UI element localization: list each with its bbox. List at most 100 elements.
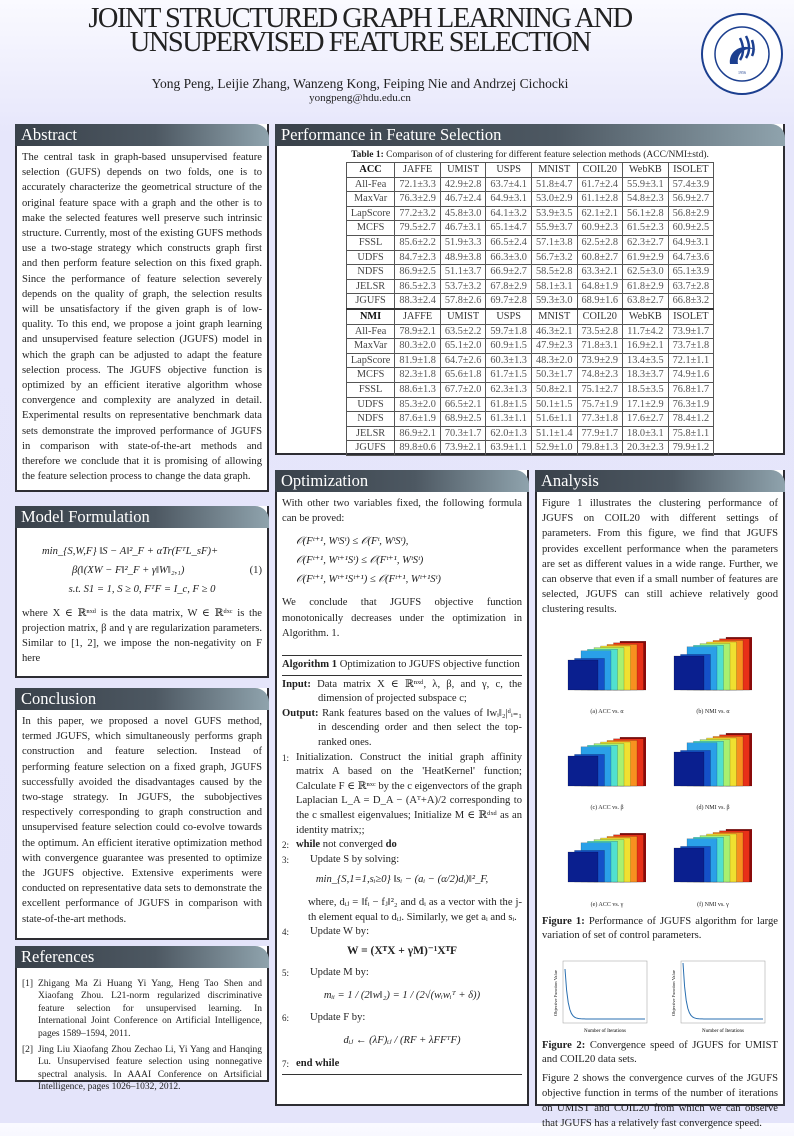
- table-caption: Table 1: Comparison of of clustering for…: [277, 150, 783, 160]
- table-cell: 20.3±2.3: [622, 440, 669, 456]
- optimization-intro: With other two variables fixed, the foll…: [282, 498, 522, 525]
- subfigure: (d) NMI vs. β: [660, 724, 766, 816]
- poster-header: JOINT STRUCTURED GRAPH LEARNING AND UNSUP…: [0, 0, 794, 112]
- bar-row: [567, 659, 599, 690]
- plot-frame: [680, 960, 766, 1024]
- column-header: JAFFE: [394, 162, 441, 178]
- table-cell: 85.6±2.2: [394, 234, 441, 251]
- figure-1: (a) ACC vs. α (b) NMI vs. α (c) ACC vs. β (…: [542, 628, 778, 913]
- bar-plot-3d: [567, 737, 651, 787]
- table-cell: 66.8±3.2: [667, 293, 715, 310]
- step-equation: W = (XᵀX + γM)⁻¹XᵀF: [346, 944, 458, 957]
- method-name: JELSR: [345, 278, 396, 295]
- title-line-2: UNSUPERVISED FEATURE SELECTION: [129, 26, 592, 58]
- table-cell: 86.9±2.1: [394, 425, 441, 442]
- reference-text: Zhigang Ma Zi Huang Yi Yang, Heng Tao Sh…: [38, 979, 262, 1039]
- table-cell: 46.3±2.1: [530, 323, 578, 340]
- step-text: Update M by:: [310, 967, 369, 979]
- table-cell: 56.1±2.8: [622, 205, 669, 222]
- table-cell: 46.7±3.1: [439, 220, 487, 236]
- table-cell: 61.1±2.8: [576, 191, 624, 207]
- keyword: do: [385, 839, 397, 851]
- table-cell: 62.5±3.0: [622, 264, 669, 280]
- method-name: All-Fea: [345, 176, 396, 193]
- equation-number: (1): [249, 565, 262, 577]
- table-cell: 60.8±2.7: [576, 249, 624, 266]
- table-cell: 53.7±3.2: [439, 278, 487, 295]
- inequality: 𝒪(Fᵗ⁺¹, Wᵗ⁺¹Sᵗ) ≤ 𝒪(Fᵗ⁺¹, WᵗSᵗ): [296, 555, 424, 567]
- objective-line-1: min_{S,W,F} ‖S − A‖²_F + αTr(FᵀL_sF)+: [42, 546, 219, 557]
- column-header: UMIST: [439, 308, 487, 325]
- column-header: MNIST: [530, 162, 578, 178]
- table-cell: 58.1±3.1: [530, 278, 578, 295]
- column-header: COIL20: [576, 308, 624, 325]
- table-row: MaxVar 80.3±2.0 65.1±2.0 60.9±1.5 47.9±2.3 71…: [345, 338, 715, 354]
- optimization-heading: Optimization: [275, 470, 529, 492]
- table-cell: 67.7±2.0: [439, 381, 487, 398]
- constraints: s.t. S1 = 1, S ≥ 0, FᵀF = I_c, F ≥ 0: [68, 584, 216, 596]
- reference-number: [1]: [22, 979, 34, 989]
- table-cell: 51.1±1.4: [530, 425, 578, 442]
- table-cell: 80.3±2.0: [394, 338, 441, 354]
- table-cell: 59.3±3.0: [530, 293, 578, 310]
- table-cell: 65.6±1.8: [439, 367, 487, 383]
- column-header: WebKB: [622, 308, 669, 325]
- step-text: Update W by:: [310, 926, 370, 938]
- table-cell: 76.3±1.9: [667, 396, 715, 413]
- step-text: not converged: [322, 839, 383, 851]
- table-cell: 52.9±1.0: [530, 440, 578, 456]
- column-header: COIL20: [576, 162, 624, 178]
- subfigure-caption: (b) NMI vs. α: [696, 708, 730, 715]
- authors: Yong Peng, Leijie Zhang, Wanzeng Kong, F…: [151, 76, 569, 91]
- table-row: JELSR 86.5±2.3 53.7±3.2 67.8±2.9 58.1±3.1 64.…: [345, 278, 715, 295]
- output-text: Rank features based on the values of ‖wᵢ…: [318, 707, 522, 748]
- bar-plot-3d: [567, 833, 651, 883]
- table-cell: 59.7±1.8: [485, 323, 532, 340]
- table-row: MCFS 79.5±2.7 46.7±3.1 65.1±4.7 55.9±3.7 60.9…: [345, 220, 715, 236]
- figure-2-caption: Figure 2: Convergence speed of JGUFS for…: [542, 1039, 778, 1067]
- table-cell: 62.5±2.8: [576, 234, 624, 251]
- algorithm-output: Output: Rank features based on the value…: [282, 707, 522, 751]
- table-cell: 56.7±3.2: [530, 249, 578, 266]
- table-cell: 50.3±1.7: [530, 367, 578, 383]
- table-cell: 62.3±1.3: [485, 381, 532, 398]
- table-cell: 73.9±2.1: [439, 440, 487, 456]
- table-cell: 11.7±4.2: [622, 323, 669, 340]
- table-cell: 61.8±1.5: [485, 396, 532, 413]
- method-name: FSSL: [345, 381, 396, 398]
- table-cell: 66.5±2.1: [439, 396, 487, 413]
- table-cell: 67.8±2.9: [485, 278, 532, 295]
- table-caption-label: Table 1:: [351, 150, 384, 160]
- table-cell: 57.4±3.9: [667, 176, 715, 193]
- table-row: MCFS 82.3±1.8 65.6±1.8 61.7±1.5 50.3±1.7 74.8…: [345, 367, 715, 383]
- references-heading: References: [15, 946, 269, 968]
- bar-row: [673, 751, 705, 787]
- column-header: ISOLET: [667, 162, 715, 178]
- references-panel: References [1] Zhigang Ma Zi Huang Yi Yan…: [15, 946, 269, 1092]
- table-cell: 51.8±4.7: [530, 176, 578, 193]
- performance-heading: Performance in Feature Selection: [275, 124, 785, 146]
- table-row: JGUFS 88.3±2.4 57.8±2.6 69.7±2.8 59.3±3.0 68.…: [345, 293, 715, 310]
- step-text: Initialization. Construct the initial gr…: [296, 751, 522, 836]
- method-name: MaxVar: [345, 191, 396, 207]
- step-equation: mᵢᵢ = 1 / (2‖w‖₂) = 1 / (2√(wᵢwᵢᵀ + δ)): [323, 989, 481, 1001]
- subfigure: (b) NMI vs. α: [660, 628, 766, 720]
- table-cell: 77.2±3.2: [394, 205, 441, 222]
- table-cell: 68.9±1.6: [576, 293, 624, 310]
- column-header: UMIST: [439, 162, 487, 178]
- table-cell: 84.7±2.3: [394, 249, 441, 266]
- table-cell: 62.1±2.1: [576, 205, 624, 222]
- table-cell: 18.5±3.5: [622, 381, 669, 398]
- input-text: Data matrix X ∈ ℝⁿˣᵈ, λ, β, and γ, c, th…: [317, 678, 523, 705]
- subfigure-caption: (f) NMI vs. γ: [697, 901, 729, 908]
- y-axis-label: Objective Function Value: [553, 970, 558, 1016]
- table-row: UDFS 85.3±2.0 66.5±2.1 61.8±1.5 50.1±1.5 75.7…: [345, 396, 715, 413]
- analysis-heading: Analysis: [535, 470, 785, 492]
- method-name: All-Fea: [345, 323, 396, 340]
- table-row: All-Fea 72.1±3.3 42.9±2.8 63.7±4.1 51.8±4.7 6…: [345, 176, 715, 193]
- conclusion-panel: Conclusion In this paper, we proposed a …: [15, 688, 269, 940]
- subfigure-caption: (d) NMI vs. β: [696, 805, 730, 812]
- metric-header: NMI: [345, 308, 396, 325]
- table-cell: 53.9±3.5: [530, 205, 578, 222]
- table-cell: 18.0±3.1: [622, 425, 669, 442]
